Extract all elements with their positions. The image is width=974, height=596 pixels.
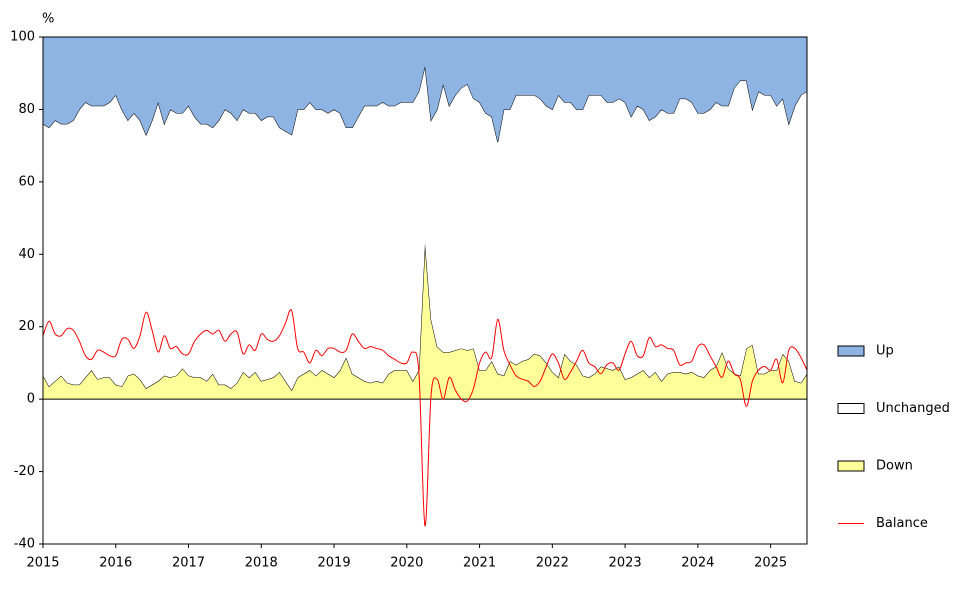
y-tick-label: 60: [18, 174, 35, 189]
y-tick-label: 80: [18, 102, 35, 117]
legend-label: Up: [876, 344, 894, 359]
y-tick-label: -40: [14, 537, 35, 552]
balance-line: [42, 309, 808, 527]
area-up: [43, 37, 807, 143]
legend-swatch: [837, 460, 865, 472]
x-tick-label: 2024: [681, 556, 714, 571]
legend-label: Unchanged: [876, 401, 950, 416]
x-tick-label: 2020: [390, 556, 423, 571]
x-tick-label: 2015: [26, 556, 59, 571]
y-tick-label: -20: [14, 464, 35, 479]
y-tick-label: 100: [10, 30, 35, 45]
x-tick-label: 2019: [318, 556, 351, 571]
y-tick-label: 40: [18, 247, 35, 262]
y-unit-label: %: [42, 12, 54, 27]
y-tick-label: 0: [27, 392, 35, 407]
x-tick-label: 2018: [245, 556, 278, 571]
x-tick-label: 2022: [536, 556, 569, 571]
x-tick-label: 2016: [99, 556, 132, 571]
area-down: [43, 243, 807, 400]
legend-swatch: [837, 345, 865, 357]
plot-frame: [42, 36, 808, 545]
x-tick-label: 2021: [463, 556, 496, 571]
x-tick-label: 2017: [172, 556, 205, 571]
legend-label: Down: [876, 459, 913, 474]
y-tick-label: 20: [18, 319, 35, 334]
area-unchanged: [43, 65, 807, 391]
legend-label: Balance: [876, 516, 928, 531]
x-tick-label: 2023: [609, 556, 642, 571]
x-tick-label: 2025: [754, 556, 787, 571]
legend-swatch: [837, 403, 865, 414]
